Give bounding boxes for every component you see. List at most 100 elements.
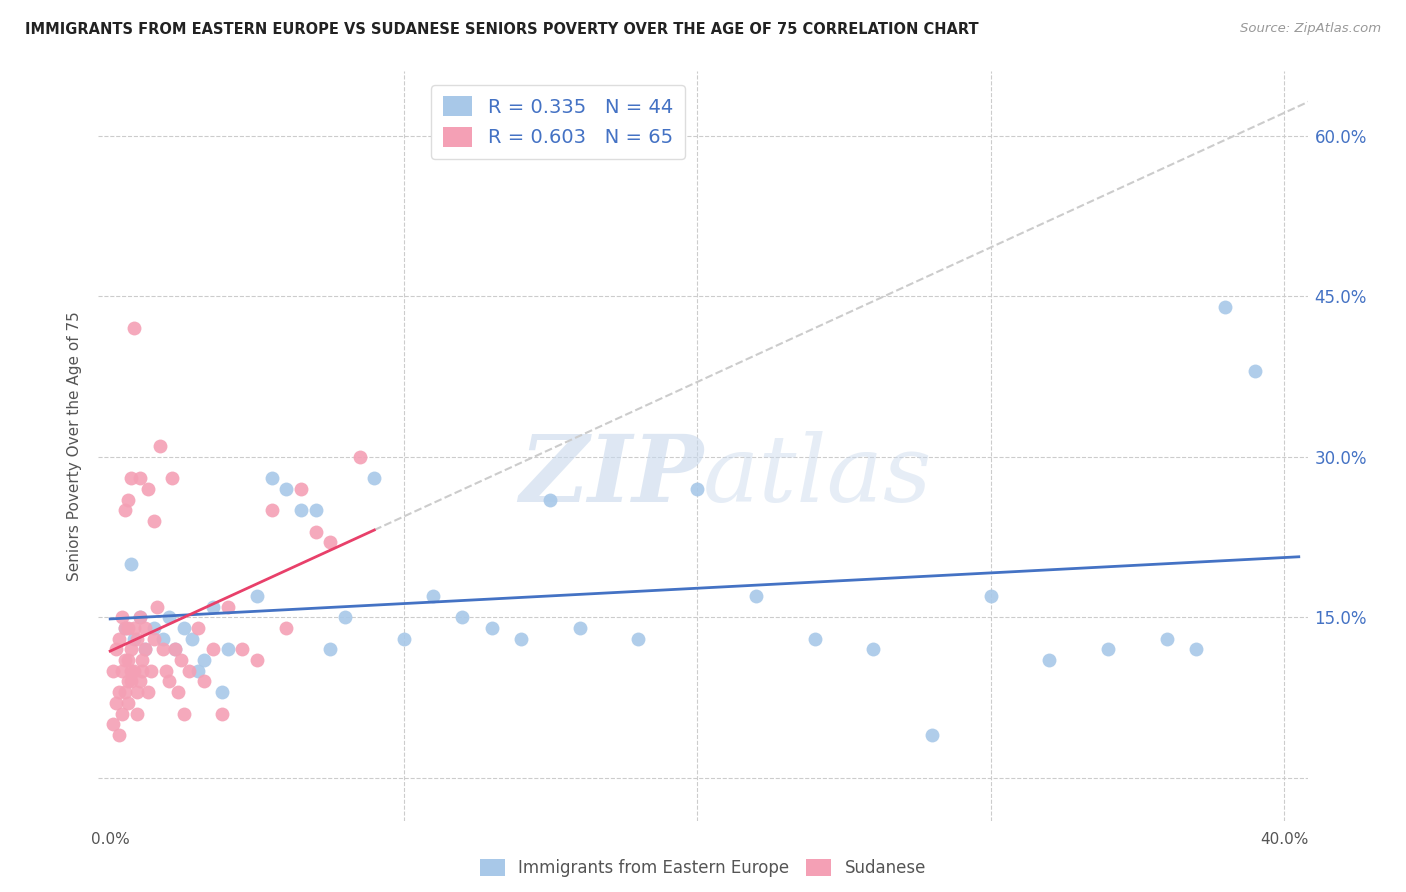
Point xyxy=(136,685,159,699)
Point xyxy=(122,321,145,335)
Point xyxy=(1038,653,1060,667)
Point xyxy=(114,685,136,699)
Point xyxy=(149,439,172,453)
Point xyxy=(217,599,239,614)
Point xyxy=(143,632,166,646)
Point xyxy=(349,450,371,464)
Point xyxy=(101,664,124,678)
Point xyxy=(538,492,561,507)
Legend: R = 0.335   N = 44, R = 0.603   N = 65: R = 0.335 N = 44, R = 0.603 N = 65 xyxy=(432,85,685,159)
Point xyxy=(125,632,148,646)
Point xyxy=(193,674,215,689)
Point xyxy=(160,471,183,485)
Point xyxy=(319,642,342,657)
Point xyxy=(217,642,239,657)
Point xyxy=(128,610,150,624)
Point xyxy=(122,632,145,646)
Point xyxy=(120,557,142,571)
Point xyxy=(146,599,169,614)
Point xyxy=(290,482,312,496)
Point xyxy=(128,610,150,624)
Point xyxy=(392,632,415,646)
Point xyxy=(333,610,356,624)
Point xyxy=(193,653,215,667)
Point xyxy=(163,642,186,657)
Point xyxy=(120,642,142,657)
Point xyxy=(745,589,768,603)
Text: atlas: atlas xyxy=(703,431,932,521)
Point xyxy=(481,621,503,635)
Point xyxy=(114,653,136,667)
Point xyxy=(108,685,131,699)
Point xyxy=(181,632,204,646)
Point xyxy=(276,621,298,635)
Point xyxy=(114,503,136,517)
Point xyxy=(246,589,269,603)
Point xyxy=(510,632,533,646)
Point xyxy=(114,621,136,635)
Point xyxy=(134,642,156,657)
Point xyxy=(179,664,201,678)
Point xyxy=(304,503,326,517)
Point xyxy=(1097,642,1119,657)
Point xyxy=(201,642,224,657)
Point xyxy=(105,696,128,710)
Point xyxy=(143,621,166,635)
Text: IMMIGRANTS FROM EASTERN EUROPE VS SUDANESE SENIORS POVERTY OVER THE AGE OF 75 CO: IMMIGRANTS FROM EASTERN EUROPE VS SUDANE… xyxy=(25,22,979,37)
Point xyxy=(803,632,825,646)
Point xyxy=(131,653,153,667)
Point xyxy=(105,642,128,657)
Point xyxy=(980,589,1002,603)
Point xyxy=(163,642,186,657)
Point xyxy=(1215,300,1237,314)
Y-axis label: Seniors Poverty Over the Age of 75: Seniors Poverty Over the Age of 75 xyxy=(67,311,83,581)
Point xyxy=(304,524,326,539)
Point xyxy=(141,664,163,678)
Point xyxy=(122,621,145,635)
Point xyxy=(117,653,139,667)
Point xyxy=(1156,632,1178,646)
Point xyxy=(120,471,142,485)
Point xyxy=(117,621,139,635)
Point xyxy=(1185,642,1208,657)
Point xyxy=(120,664,142,678)
Point xyxy=(143,514,166,528)
Point xyxy=(1243,364,1265,378)
Point xyxy=(131,664,153,678)
Point xyxy=(260,471,283,485)
Point xyxy=(319,535,342,549)
Point xyxy=(627,632,650,646)
Point xyxy=(155,664,177,678)
Point xyxy=(862,642,884,657)
Text: ZIP: ZIP xyxy=(519,431,703,521)
Point xyxy=(108,632,131,646)
Legend: Immigrants from Eastern Europe, Sudanese: Immigrants from Eastern Europe, Sudanese xyxy=(474,852,932,884)
Point xyxy=(114,621,136,635)
Point xyxy=(125,706,148,721)
Point xyxy=(152,642,174,657)
Point xyxy=(152,632,174,646)
Text: Source: ZipAtlas.com: Source: ZipAtlas.com xyxy=(1240,22,1381,36)
Point xyxy=(921,728,943,742)
Point xyxy=(111,706,134,721)
Point xyxy=(157,674,180,689)
Point xyxy=(173,706,195,721)
Point xyxy=(108,728,131,742)
Point xyxy=(169,653,191,667)
Point xyxy=(111,610,134,624)
Point xyxy=(111,664,134,678)
Point xyxy=(363,471,385,485)
Point xyxy=(246,653,269,667)
Point xyxy=(422,589,444,603)
Point xyxy=(134,642,156,657)
Point xyxy=(231,642,253,657)
Point xyxy=(101,717,124,731)
Point xyxy=(211,685,233,699)
Point xyxy=(451,610,474,624)
Point xyxy=(166,685,188,699)
Point xyxy=(290,503,312,517)
Point xyxy=(117,492,139,507)
Point xyxy=(128,471,150,485)
Point xyxy=(568,621,591,635)
Point xyxy=(173,621,195,635)
